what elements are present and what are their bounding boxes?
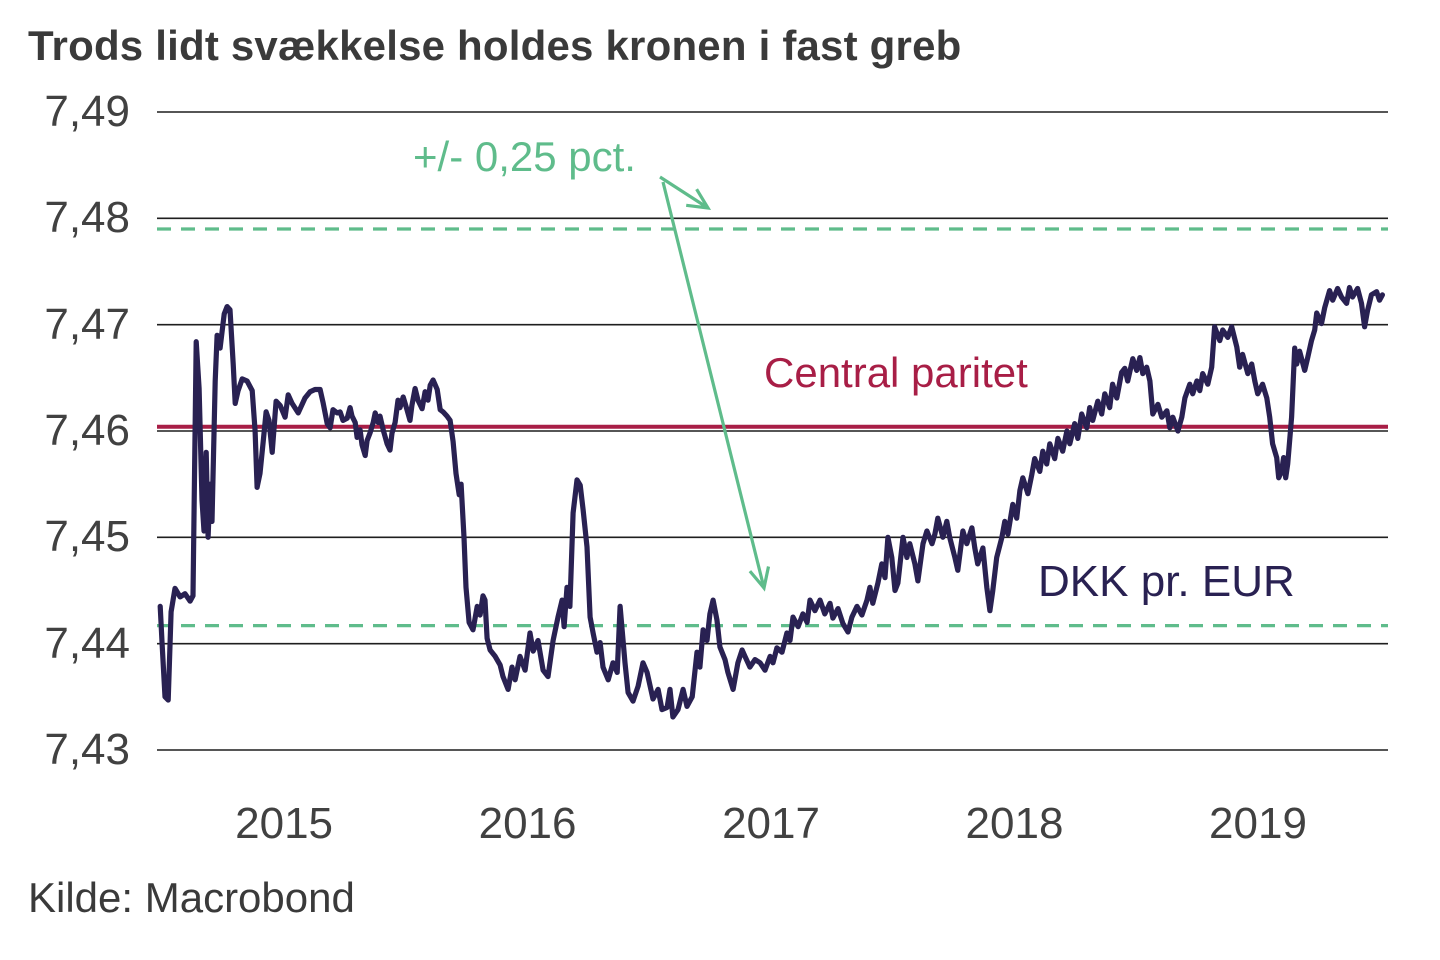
band-annotation-label: +/- 0,25 pct.: [413, 133, 636, 180]
y-axis-tick-label: 7,49: [44, 87, 130, 136]
band-arrow-long: [661, 181, 771, 592]
dkk-eur-line: [157, 284, 1385, 720]
series-annotation-label: DKK pr. EUR: [1038, 557, 1295, 606]
x-axis-tick-label: 2016: [478, 799, 577, 848]
y-axis-tick-label: 7,46: [44, 406, 130, 455]
band-arrow-short: [659, 175, 712, 210]
y-axis-tick-label: 7,43: [44, 725, 130, 774]
x-axis-tick-label: 2018: [965, 799, 1064, 848]
y-axis-tick-label: 7,47: [44, 299, 130, 349]
y-axis-tick-label: 7,44: [44, 618, 130, 668]
chart-title: Trods lidt svækkelse holdes kronen i fas…: [28, 22, 962, 69]
x-axis-tick-label: 2019: [1209, 799, 1307, 848]
y-axis-tick-label: 7,48: [44, 193, 130, 243]
x-axis-tick-label: 2015: [235, 799, 334, 848]
source-note: Kilde: Macrobond: [28, 874, 355, 921]
parity-annotation-label: Central paritet: [764, 349, 1028, 396]
y-axis-tick-label: 7,45: [44, 512, 130, 562]
x-axis-tick-label: 2017: [722, 799, 820, 848]
